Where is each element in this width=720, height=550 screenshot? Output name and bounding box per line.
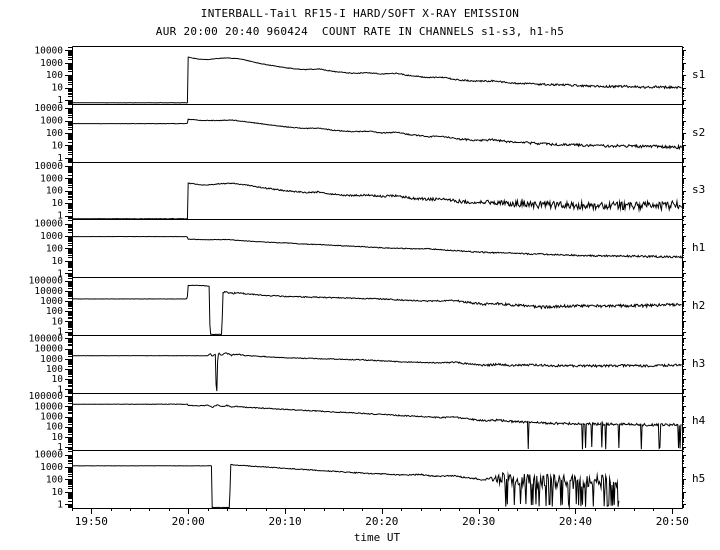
chart-title: INTERBALL-Tail RF15-I HARD/SOFT X-RAY EM… [200, 7, 520, 20]
panel-label-h1: h1 [692, 241, 706, 254]
x-axis-title: time UT [353, 531, 401, 544]
panel-label-s1: s1 [692, 68, 706, 81]
panel-label-h5: h5 [692, 472, 706, 485]
chart-subtitle: AUR 20:00 20:40 960424 COUNT RATE IN CHA… [155, 25, 565, 38]
panel-label-s2: s2 [692, 126, 706, 139]
panel-label-h4: h4 [692, 414, 706, 427]
panel-label-h2: h2 [692, 299, 706, 312]
panel-label-h3: h3 [692, 357, 706, 370]
panel-label-s3: s3 [692, 183, 706, 196]
